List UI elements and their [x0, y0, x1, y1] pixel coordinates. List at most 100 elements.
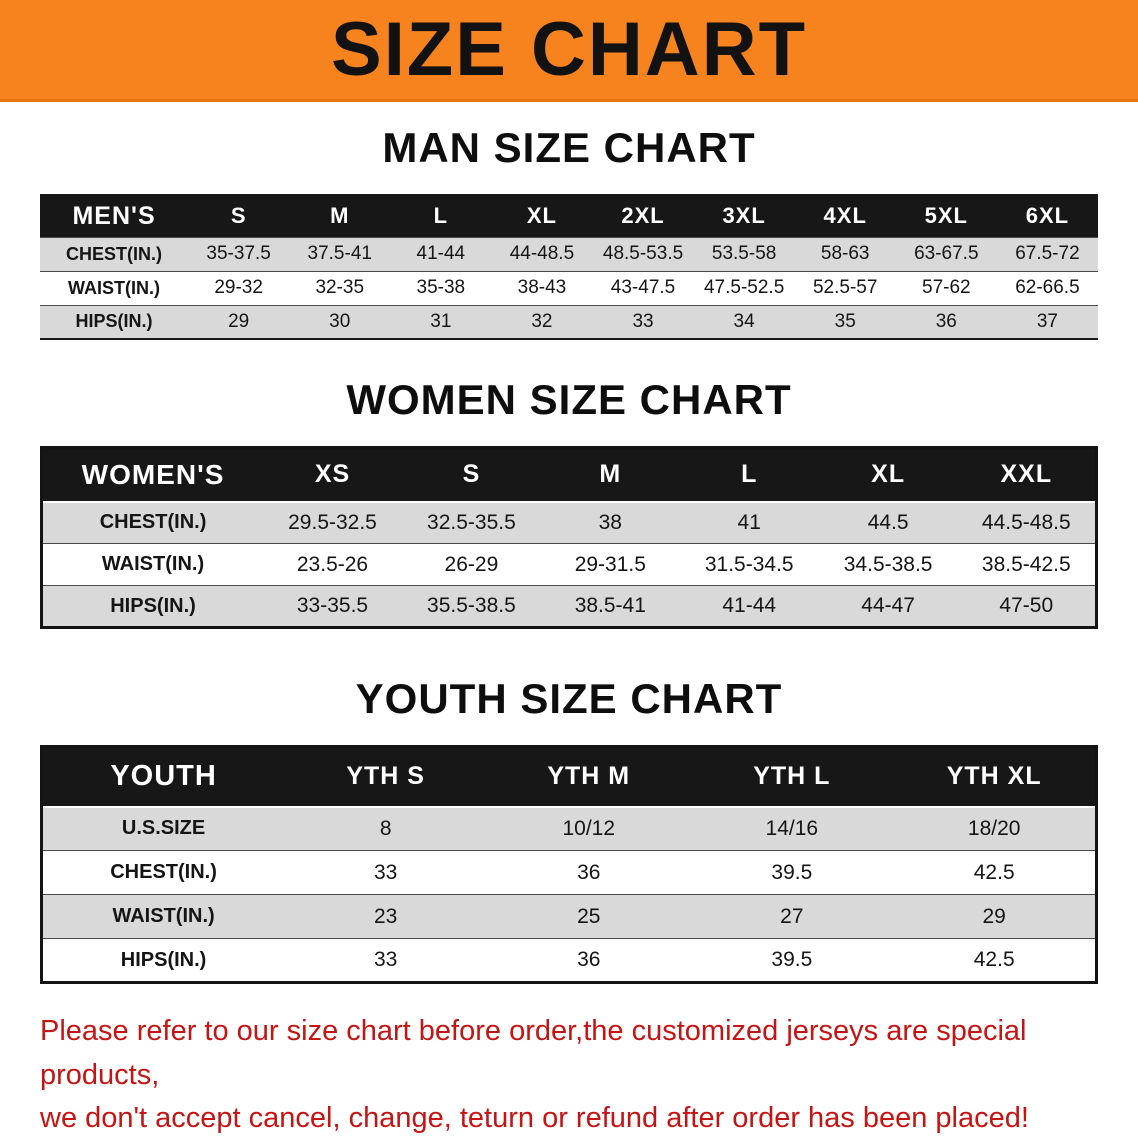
women-section: WOMEN SIZE CHART WOMEN'S XS S M L XL XXL CHEST(…: [0, 376, 1138, 629]
size-value: 38-43: [517, 277, 567, 298]
youth-section-title: YOUTH SIZE CHART: [355, 675, 783, 722]
size-value: 42.5: [973, 948, 1015, 971]
size-value: 33: [632, 310, 654, 332]
size-value: 36: [577, 948, 601, 971]
size-value: 41-44: [416, 243, 466, 264]
row-label: U.S.SIZE: [121, 817, 206, 840]
size-value: 43-47.5: [610, 277, 676, 298]
size-value: 35-38: [416, 277, 466, 298]
men-section: MAN SIZE CHART MEN'S S M L XL 2XL 3XL 4XL 5XL 6XL…: [0, 124, 1138, 340]
table-header-row: WOMEN'S XS S M L XL XXL: [41, 447, 1097, 503]
size-value: 29-31.5: [574, 552, 646, 576]
size-value: 67.5-72: [1015, 243, 1080, 264]
size-column-header: XL: [818, 447, 958, 503]
size-value: 44-47: [861, 594, 915, 617]
disclaimer: Please refer to our size chart before or…: [40, 1010, 1098, 1141]
table-row: CHEST(IN.) 29.5-32.5 32.5-35.5 38 41 44.5 44.5…: [41, 501, 1097, 544]
size-column-header: L: [679, 447, 819, 503]
size-value: 10/12: [562, 816, 616, 840]
size-value: 26-29: [444, 552, 499, 576]
size-value: 47.5-52.5: [703, 277, 785, 298]
disclaimer-line-1: Please refer to our size chart before or…: [40, 1015, 1027, 1091]
size-column-header: 6XL: [996, 195, 1098, 237]
size-value: 32.5-35.5: [427, 510, 516, 534]
size-column-header: 4XL: [794, 195, 896, 237]
row-label: CHEST(IN.): [99, 511, 207, 534]
size-value: 47-50: [999, 594, 1054, 617]
size-value: 8: [379, 816, 392, 840]
size-value: 29: [228, 310, 250, 332]
size-column-header: YTH S: [284, 746, 488, 808]
size-value: 57-62: [922, 277, 971, 298]
size-value: 44.5: [867, 510, 909, 534]
table-row: CHEST(IN.) 35-37.5 37.5-41 41-44 44-48.5 48.5…: [40, 237, 1098, 271]
size-value: 29-32: [214, 277, 263, 298]
size-value: 18/20: [967, 816, 1021, 840]
size-value: 31: [430, 310, 452, 332]
size-value: 38.5-42.5: [981, 552, 1071, 576]
women-size-table: WOMEN'S XS S M L XL XXL CHEST(IN.) 29.5-32.5 32.5…: [40, 446, 1098, 629]
size-value: 35: [834, 310, 856, 332]
size-column-header: YTH XL: [893, 746, 1097, 808]
size-value: 34: [733, 310, 755, 332]
table-header-row: MEN'S S M L XL 2XL 3XL 4XL 5XL 6XL: [40, 195, 1098, 237]
size-column-header: S: [401, 447, 541, 503]
size-column-header: L: [390, 195, 492, 237]
size-value: 33: [374, 948, 398, 971]
size-value: 37.5-41: [307, 243, 372, 264]
size-value: 52.5-57: [812, 277, 878, 298]
row-label: HIPS(IN.): [75, 311, 153, 332]
row-label: CHEST(IN.): [110, 861, 217, 883]
row-label: WAIST(IN.): [112, 905, 215, 927]
size-value: 31.5-34.5: [704, 552, 794, 576]
row-label: HIPS(IN.): [110, 594, 196, 617]
size-value: 38.5-41: [574, 594, 646, 617]
size-value: 33: [374, 860, 398, 884]
size-value: 48.5-53.5: [602, 243, 684, 264]
size-column-header: XS: [263, 447, 402, 503]
row-label: WAIST(IN.): [101, 553, 205, 575]
table-row: WAIST(IN.) 29-32 32-35 35-38 38-43 43-47.5 47.…: [40, 271, 1098, 305]
size-value: 23: [374, 904, 398, 928]
page-title: SIZE CHART: [331, 6, 807, 92]
size-value: 41: [737, 510, 761, 534]
size-value: 27: [780, 904, 804, 928]
table-row: HIPS(IN.) 33 36 39.5 42.5: [41, 938, 1097, 983]
size-column-header: S: [188, 195, 290, 237]
size-value: 39.5: [771, 948, 813, 971]
size-value: 23.5-26: [296, 552, 369, 576]
size-value: 32-35: [315, 277, 365, 298]
size-value: 36: [935, 310, 957, 332]
size-value: 37: [1036, 310, 1058, 332]
size-column-header: 2XL: [592, 195, 694, 237]
banner: SIZE CHART: [0, 0, 1138, 102]
women-section-title: WOMEN SIZE CHART: [346, 376, 792, 423]
table-header-row: YOUTH YTH S YTH M YTH L YTH XL: [41, 746, 1097, 808]
table-row: CHEST(IN.) 33 36 39.5 42.5: [41, 850, 1097, 895]
size-value: 53.5-58: [711, 243, 777, 264]
size-column-header: 5XL: [895, 195, 997, 237]
size-value: 39.5: [771, 860, 813, 884]
size-value: 58-63: [820, 243, 870, 264]
size-value: 42.5: [973, 860, 1015, 884]
size-column-header: M: [540, 447, 680, 503]
table-row: WAIST(IN.) 23.5-26 26-29 29-31.5 31.5-34.5 34…: [41, 543, 1097, 586]
size-value: 34.5-38.5: [843, 552, 933, 576]
table-row: HIPS(IN.) 29 30 31 32 33 34 35 36 37: [40, 305, 1098, 339]
row-label: HIPS(IN.): [120, 948, 207, 971]
men-section-title: MAN SIZE CHART: [382, 124, 756, 171]
size-value: 29.5-32.5: [288, 510, 377, 534]
size-column-header: XXL: [957, 447, 1097, 503]
table-corner-label: MEN'S: [40, 195, 189, 237]
table-corner-label: WOMEN'S: [41, 447, 264, 503]
table-row: U.S.SIZE 8 10/12 14/16 18/20: [41, 806, 1097, 851]
table-corner-label: YOUTH: [41, 746, 285, 808]
table-row: HIPS(IN.) 33-35.5 35.5-38.5 38.5-41 41-44 44-…: [41, 585, 1097, 628]
size-value: 35-37.5: [206, 243, 271, 264]
size-value: 33-35.5: [296, 594, 369, 617]
size-value: 63-67.5: [914, 243, 979, 264]
size-value: 32: [531, 310, 553, 332]
size-column-header: YTH M: [487, 746, 691, 808]
youth-section: YOUTH SIZE CHART YOUTH YTH S YTH M YTH L YTH…: [0, 675, 1138, 984]
